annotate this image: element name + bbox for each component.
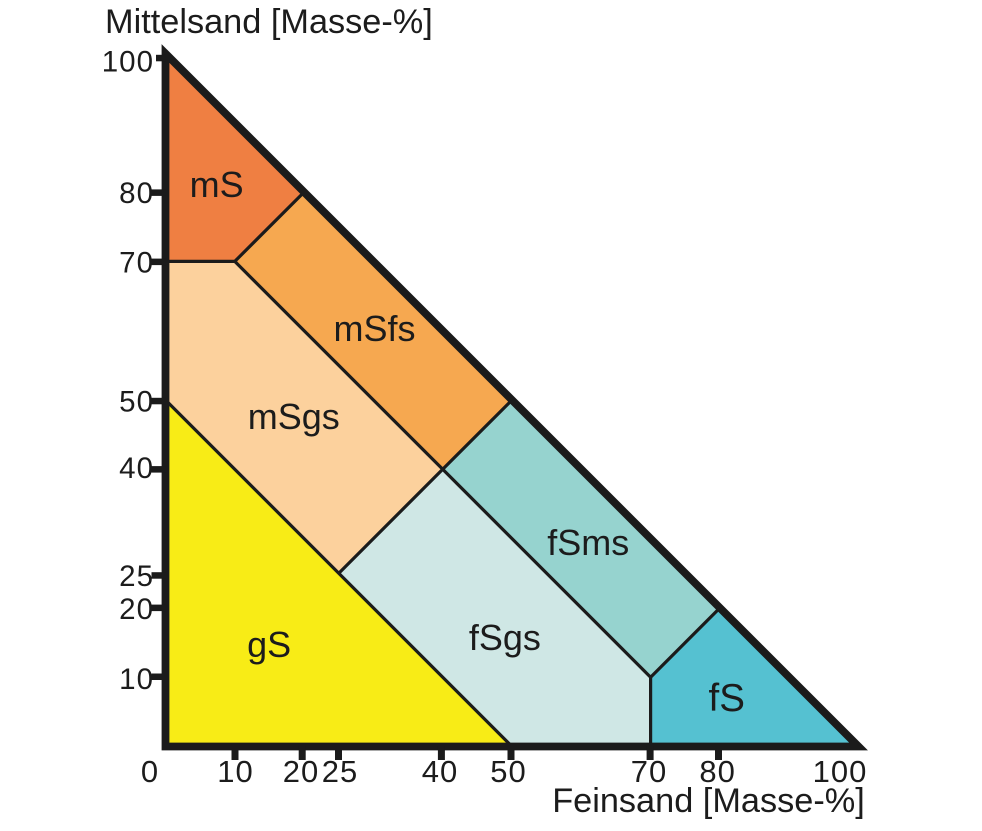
svg-text:70: 70 (631, 754, 667, 789)
svg-text:50: 50 (490, 754, 526, 789)
svg-text:mS: mS (190, 164, 244, 205)
svg-text:gS: gS (247, 624, 291, 665)
svg-text:fS: fS (709, 677, 745, 720)
svg-text:fSgs: fSgs (469, 617, 541, 658)
svg-text:80: 80 (119, 177, 154, 210)
svg-text:10: 10 (217, 754, 253, 789)
svg-text:50: 50 (119, 385, 154, 418)
svg-text:fSms: fSms (547, 522, 629, 563)
svg-text:Mittelsand [Masse-%]: Mittelsand [Masse-%] (105, 3, 433, 41)
svg-text:mSgs: mSgs (248, 396, 340, 437)
svg-text:10: 10 (119, 663, 154, 696)
svg-text:20: 20 (283, 754, 319, 789)
svg-text:mSfs: mSfs (333, 308, 415, 349)
svg-text:Feinsand [Masse-%]: Feinsand [Masse-%] (552, 782, 865, 820)
svg-text:40: 40 (422, 754, 458, 789)
svg-text:0: 0 (141, 754, 159, 789)
svg-text:100: 100 (813, 754, 868, 789)
svg-text:70: 70 (119, 246, 154, 279)
svg-text:40: 40 (119, 452, 154, 485)
svg-text:25: 25 (119, 560, 154, 593)
svg-text:100: 100 (102, 45, 154, 78)
svg-text:20: 20 (119, 593, 154, 626)
svg-text:80: 80 (699, 754, 735, 789)
svg-text:25: 25 (322, 754, 358, 789)
